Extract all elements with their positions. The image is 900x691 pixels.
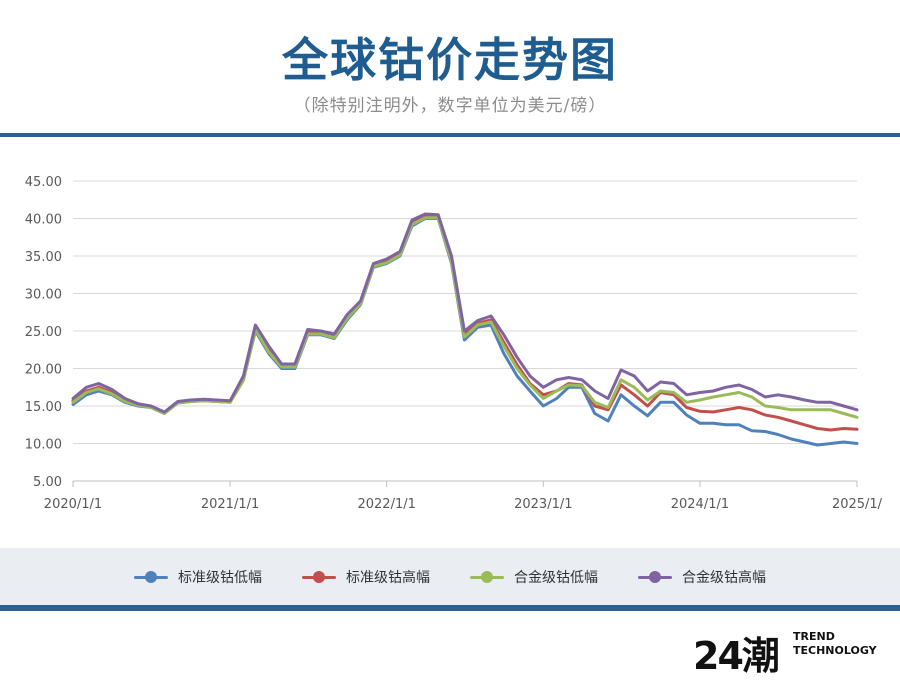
legend-label: 合金级钴高幅 [682,570,766,586]
series-line-2 [71,216,859,419]
legend-swatch-dot [481,571,493,583]
y-tick-label: 25.00 [25,325,62,340]
logo-mark: 24潮 [693,634,780,678]
x-tick-label: 2024/1/1 [671,497,729,512]
y-tick-label: 30.00 [25,288,62,303]
legend-label: 标准级钴低幅 [178,570,262,586]
x-tick-label: 2022/1/1 [357,497,415,512]
x-tick-label: 2021/1/1 [201,497,259,512]
y-tick-label: 45.00 [25,175,62,190]
legend-label: 标准级钴高幅 [346,570,430,586]
y-tick-label: 20.00 [25,363,62,378]
footer-divider [0,605,900,611]
legend-label: 合金级钴低幅 [514,570,598,586]
legend-swatch-dot [649,571,661,583]
legend-swatch [134,571,168,583]
x-tick-label: 2025/1/ [832,497,883,512]
x-axis: 2020/1/1 2021/1/1 2022/1/1 2023/1/1 2024/1/1… [44,480,883,512]
legend-swatch-dot [145,571,157,583]
legend-swatch [470,571,504,583]
y-tick-label: 5.00 [33,475,62,490]
x-tick-label: 2023/1/1 [514,497,572,512]
legend-swatch [638,571,672,583]
legend-item: 合金级钴低幅 [470,567,598,587]
page-title: 全球钴价走势图 [282,33,618,87]
series-line-3 [71,212,859,414]
y-axis-ticks: 5.00 10.00 15.00 20.00 25.00 30.00 35.00 40.00 4… [25,175,62,490]
y-tick-label: 10.00 [25,438,62,453]
header-divider [0,133,900,137]
chart-grid [73,180,857,444]
brand-logo: 24潮 TREND TECHNOLOGY [693,625,883,678]
x-tick-label: 2020/1/1 [44,497,102,512]
chart-series [71,212,859,447]
legend-item: 标准级钴低幅 [134,567,262,587]
logo-text: TREND TECHNOLOGY [793,630,877,658]
legend-swatch-dot [313,571,325,583]
legend-bar: 标准级钴低幅 标准级钴高幅 合金级钴低幅 合金级钴高幅 [0,548,900,606]
logo-text-line1: TREND [793,630,835,643]
legend-swatch [302,571,336,583]
y-tick-label: 15.00 [25,400,62,415]
y-tick-label: 35.00 [25,250,62,265]
legend-item: 标准级钴高幅 [302,567,430,587]
y-tick-label: 40.00 [25,213,62,228]
logo-text-line2: TECHNOLOGY [793,644,877,657]
series-line-1 [71,214,859,432]
line-chart: 5.00 10.00 15.00 20.00 25.00 30.00 35.00 40.00 4… [25,175,883,512]
chart-legend: 标准级钴低幅 标准级钴高幅 合金级钴低幅 合金级钴高幅 [0,548,900,606]
page-subtitle: （除特别注明外，数字单位为美元/磅） [293,96,607,116]
legend-item: 合金级钴高幅 [638,567,766,587]
